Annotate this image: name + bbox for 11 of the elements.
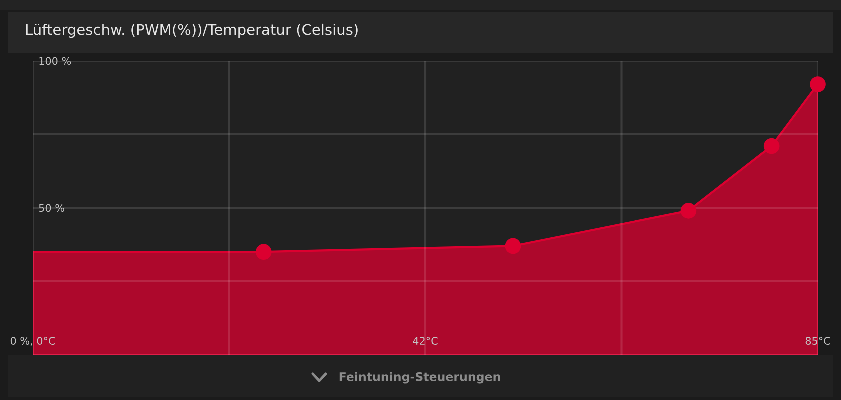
y-tick-label: 50 % <box>39 204 64 212</box>
chart-title: Lüftergeschw. (PWM(%))/Temperatur (Celsius) <box>26 24 358 38</box>
point <box>505 238 522 254</box>
y-tick-label: 100 % <box>40 57 72 66</box>
point <box>680 203 697 219</box>
x-tick-label: 42°C <box>413 337 438 346</box>
point <box>810 76 826 92</box>
point <box>764 138 780 154</box>
point <box>256 244 272 260</box>
x-tick-label: 0 %, 0°C <box>10 337 56 346</box>
text: Feintuning-Steuerungen <box>340 372 500 384</box>
